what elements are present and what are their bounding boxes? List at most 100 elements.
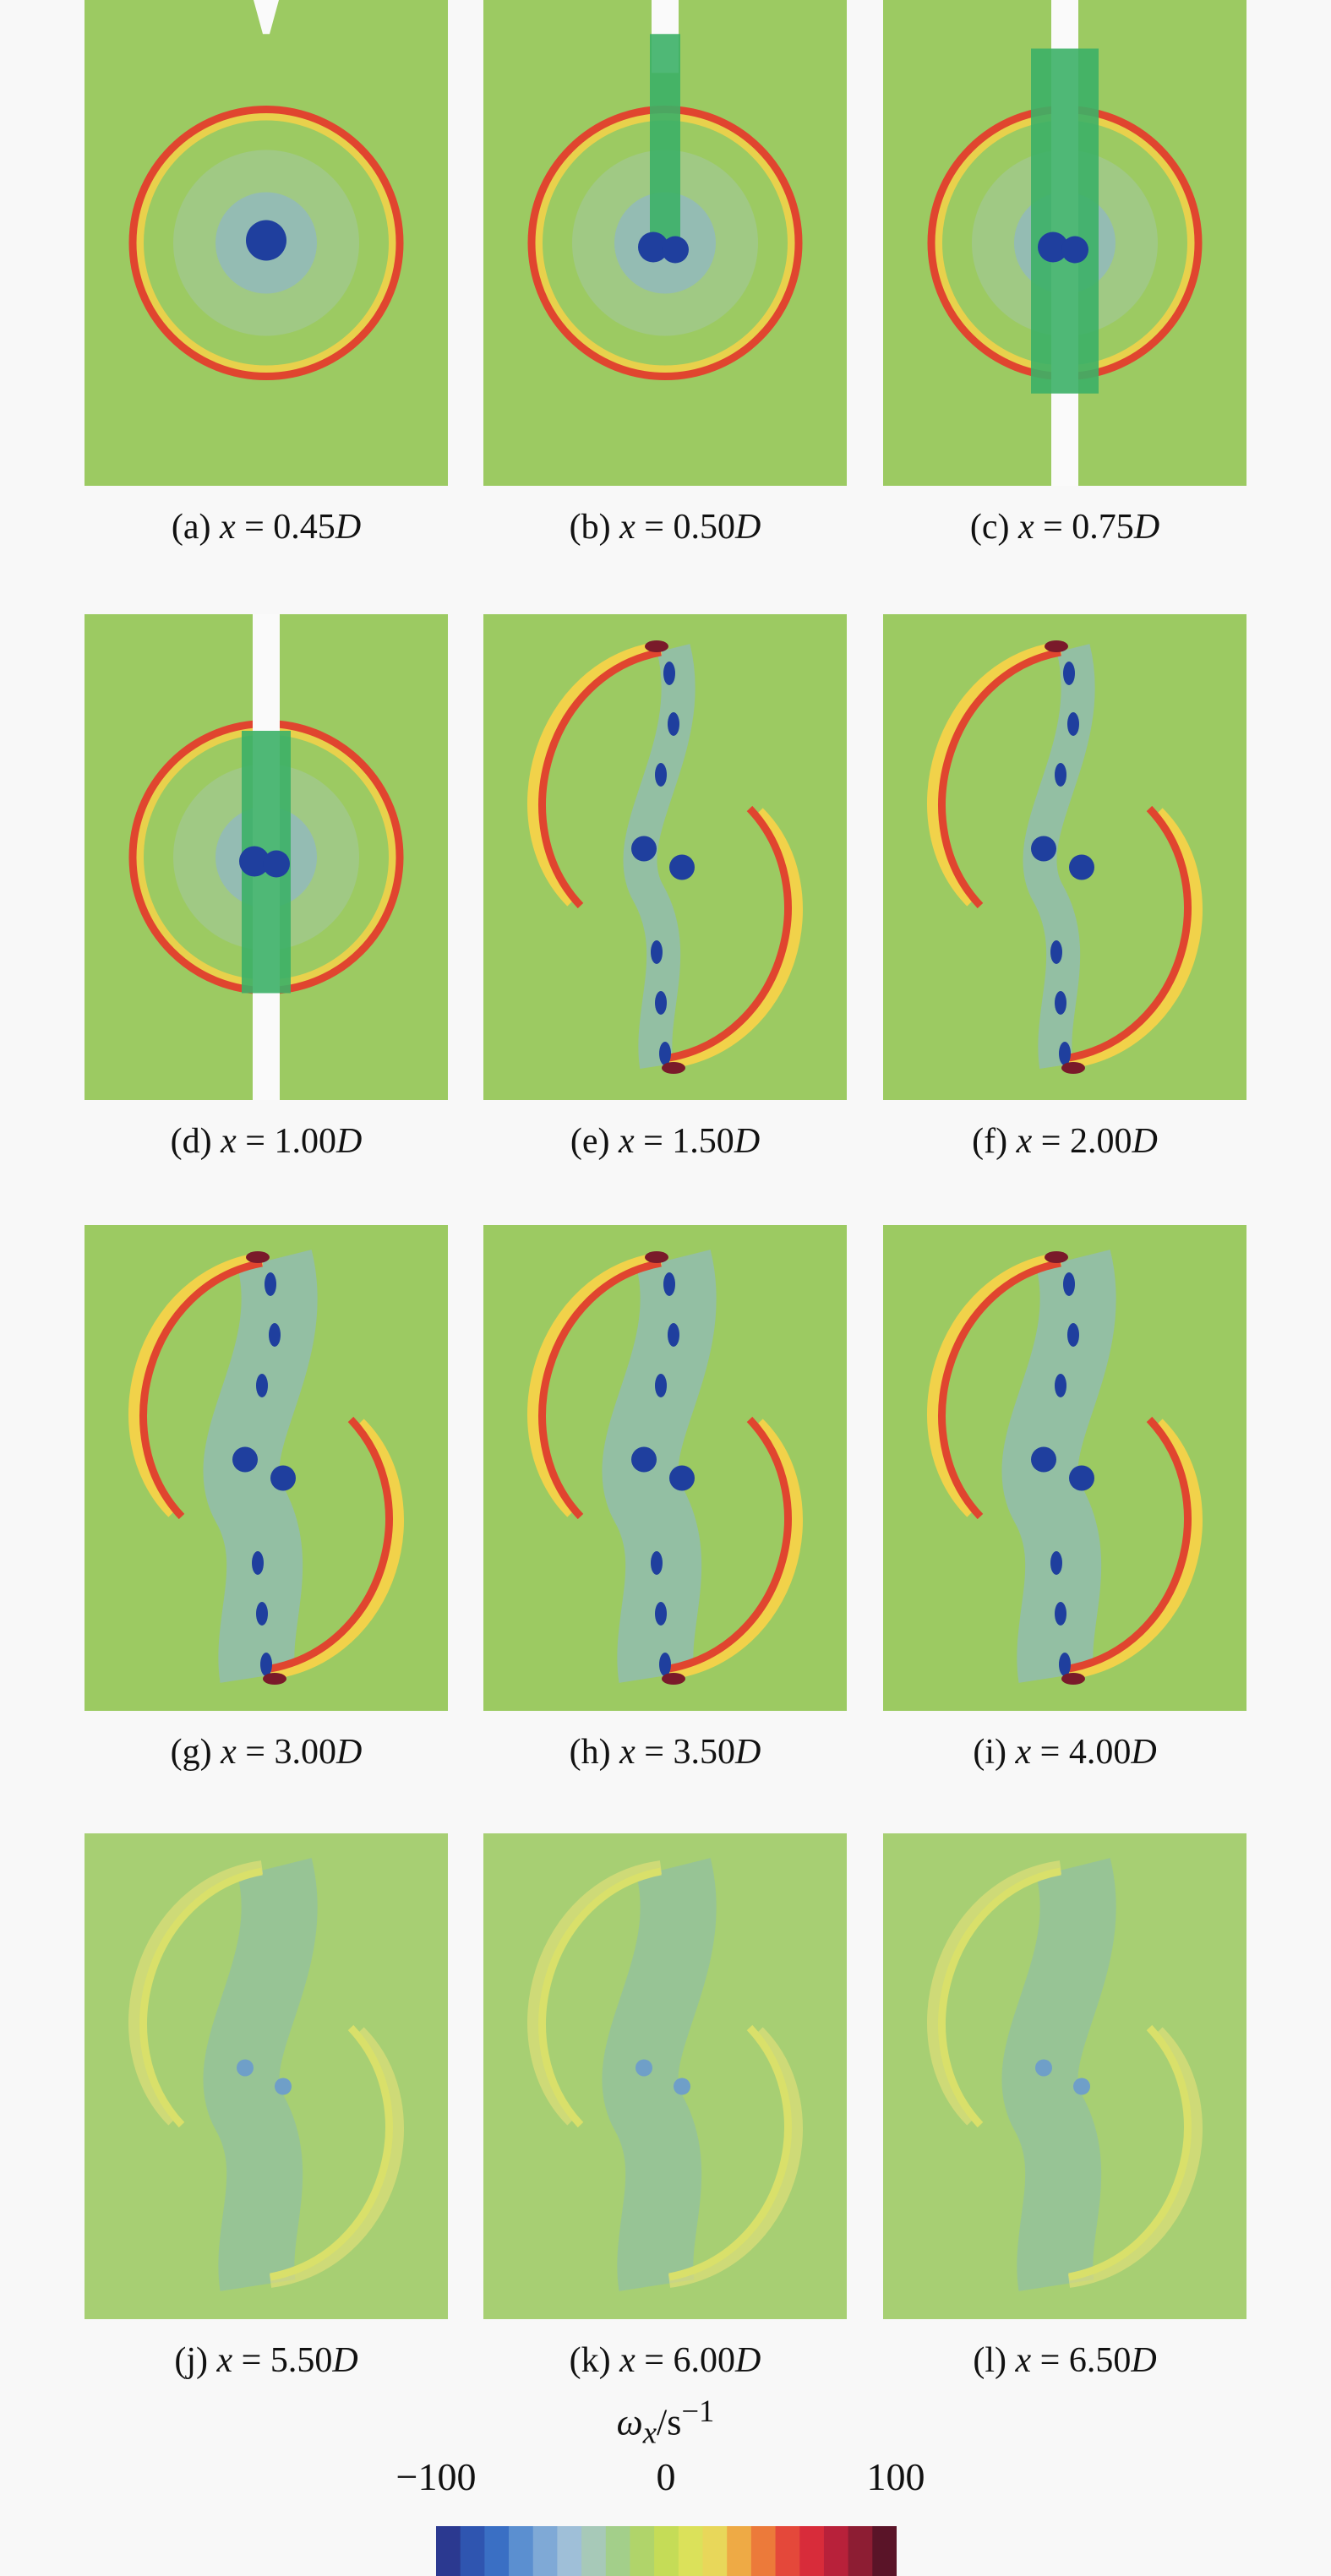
panel-c-caption: (c) x = 0.75D <box>862 507 1268 547</box>
caption-value: = 4.00 <box>1031 1733 1132 1772</box>
colorbar <box>436 2526 897 2576</box>
colorbar-swatch <box>460 2526 485 2576</box>
caption-variable: x <box>221 1733 237 1772</box>
colorbar-title: ωx/s−1 <box>0 2393 1331 2450</box>
panel-h-plot <box>483 1225 847 1711</box>
caption-letter: (b) <box>569 508 620 547</box>
panel-a-plot <box>85 0 448 486</box>
caption-variable: x <box>618 1122 635 1161</box>
panel-b-plot <box>483 0 847 486</box>
caption-value: = 6.00 <box>635 2341 735 2380</box>
panel-h-caption: (h) x = 3.50D <box>462 1732 868 1773</box>
colorbar-swatch <box>848 2526 873 2576</box>
panel-i-plot <box>883 1225 1246 1711</box>
caption-variable: x <box>1015 2341 1032 2380</box>
caption-variable: x <box>1015 1733 1032 1772</box>
panel-g-plot <box>85 1225 448 1711</box>
panel-d-plot <box>85 614 448 1100</box>
caption-letter: (d) <box>170 1122 221 1161</box>
caption-unit: D <box>335 1733 363 1772</box>
colorbar-swatch <box>484 2526 510 2576</box>
panel-a-caption: (a) x = 0.45D <box>63 507 469 547</box>
panel-k-caption: (k) x = 6.00D <box>462 2340 868 2381</box>
caption-letter: (g) <box>170 1733 221 1772</box>
colorbar-swatch <box>823 2526 849 2576</box>
colorbar-tick-mid: 0 <box>656 2455 676 2498</box>
colorbar-swatch <box>678 2526 704 2576</box>
panel-i-caption: (i) x = 4.00D <box>862 1732 1268 1773</box>
colorbar-swatch <box>872 2526 897 2576</box>
panel-e-plot <box>483 614 847 1100</box>
colorbar-tick-min: −100 <box>395 2455 477 2498</box>
caption-letter: (c) <box>969 508 1018 547</box>
panel-g-caption: (g) x = 3.00D <box>63 1732 469 1773</box>
caption-letter: (h) <box>569 1733 620 1772</box>
caption-variable: x <box>619 508 635 547</box>
caption-value: = 1.50 <box>634 1122 734 1161</box>
colorbar-swatch <box>727 2526 752 2576</box>
caption-letter: (j) <box>174 2341 217 2380</box>
caption-letter: (k) <box>569 2341 620 2380</box>
panel-f-caption: (f) x = 2.00D <box>862 1121 1268 1162</box>
panel-c-plot <box>883 0 1246 486</box>
panel-l-caption: (l) x = 6.50D <box>862 2340 1268 2381</box>
caption-value: = 0.45 <box>235 508 335 547</box>
caption-unit: D <box>335 508 362 547</box>
colorbar-swatch <box>654 2526 679 2576</box>
panel-j-plot <box>85 1833 448 2319</box>
caption-value: = 2.00 <box>1032 1122 1132 1161</box>
colorbar-swatch <box>775 2526 800 2576</box>
caption-value: = 6.50 <box>1031 2341 1132 2380</box>
colorbar-swatch <box>605 2526 630 2576</box>
colorbar-swatch <box>630 2526 655 2576</box>
colorbar-swatch <box>581 2526 607 2576</box>
colorbar-swatch <box>799 2526 825 2576</box>
caption-value: = 1.00 <box>236 1122 336 1161</box>
colorbar-swatch <box>750 2526 777 2576</box>
omega-subscript: x <box>642 2415 657 2450</box>
caption-unit: D <box>332 2341 358 2380</box>
caption-variable: x <box>216 2341 233 2380</box>
caption-unit: D <box>335 1122 363 1161</box>
caption-value: = 0.75 <box>1034 508 1134 547</box>
caption-unit: D <box>734 1122 761 1161</box>
caption-letter: (i) <box>973 1733 1016 1772</box>
panel-d-caption: (d) x = 1.00D <box>63 1121 469 1162</box>
panel-f-plot <box>883 614 1246 1100</box>
colorbar-swatch <box>532 2526 558 2576</box>
caption-value: = 3.50 <box>635 1733 735 1772</box>
panel-b-caption: (b) x = 0.50D <box>462 507 868 547</box>
caption-unit: D <box>1132 1122 1158 1161</box>
colorbar-tick-max: 100 <box>866 2455 925 2498</box>
colorbar-swatch <box>702 2526 728 2576</box>
colorbar-swatch <box>436 2526 461 2576</box>
caption-variable: x <box>1017 508 1034 547</box>
caption-letter: (a) <box>171 508 220 547</box>
caption-unit: D <box>734 1733 761 1772</box>
unit-exponent: −1 <box>681 2394 715 2428</box>
unit-text: /s <box>656 2401 682 2443</box>
caption-variable: x <box>619 1733 635 1772</box>
caption-letter: (e) <box>570 1122 619 1161</box>
panel-l-plot <box>883 1833 1246 2319</box>
caption-unit: D <box>1131 2341 1157 2380</box>
colorbar-swatch <box>509 2526 534 2576</box>
omega-symbol: ω <box>616 2401 643 2443</box>
caption-variable: x <box>219 508 236 547</box>
caption-value: = 5.50 <box>232 2341 333 2380</box>
colorbar-swatch <box>557 2526 582 2576</box>
caption-letter: (f) <box>972 1122 1017 1161</box>
caption-unit: D <box>734 508 761 547</box>
caption-variable: x <box>221 1122 237 1161</box>
panel-j-caption: (j) x = 5.50D <box>63 2340 469 2381</box>
caption-unit: D <box>734 2341 761 2380</box>
caption-variable: x <box>619 2341 635 2380</box>
caption-variable: x <box>1016 1122 1033 1161</box>
caption-value: = 3.00 <box>236 1733 336 1772</box>
panel-k-plot <box>483 1833 847 2319</box>
caption-value: = 0.50 <box>635 508 735 547</box>
caption-unit: D <box>1131 1733 1157 1772</box>
caption-letter: (l) <box>973 2341 1016 2380</box>
caption-unit: D <box>1133 508 1160 547</box>
panel-e-caption: (e) x = 1.50D <box>462 1121 868 1162</box>
